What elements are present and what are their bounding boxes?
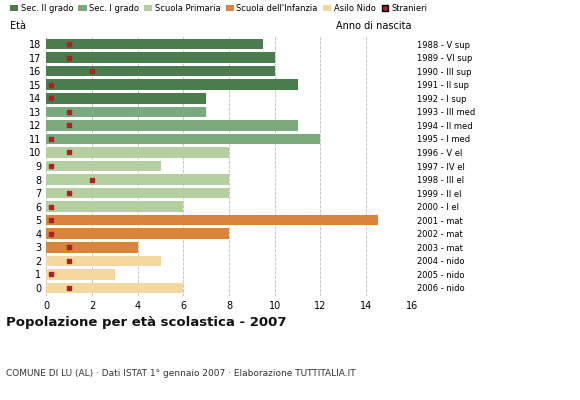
Text: Anno di nascita: Anno di nascita [336,21,412,31]
Bar [46,161,161,171]
Bar [46,134,320,144]
Bar [46,120,298,131]
Text: COMUNE DI LU (AL) · Dati ISTAT 1° gennaio 2007 · Elaborazione TUTTITALIA.IT: COMUNE DI LU (AL) · Dati ISTAT 1° gennai… [6,369,356,378]
Bar [46,80,298,90]
Bar [46,188,229,198]
Bar [46,147,229,158]
Text: Popolazione per età scolastica - 2007: Popolazione per età scolastica - 2007 [6,316,287,329]
Bar [46,256,161,266]
Bar [46,269,115,280]
Bar [46,201,183,212]
Bar [46,228,229,239]
Bar [46,66,275,76]
Bar [46,215,378,226]
Legend: Sec. II grado, Sec. I grado, Scuola Primaria, Scuola dell'Infanzia, Asilo Nido, : Sec. II grado, Sec. I grado, Scuola Prim… [10,4,427,13]
Bar [46,39,263,50]
Bar [46,242,138,252]
Text: Età: Età [10,21,26,31]
Bar [46,282,183,293]
Bar [46,93,206,104]
Bar [46,52,275,63]
Bar [46,174,229,185]
Bar [46,106,206,117]
